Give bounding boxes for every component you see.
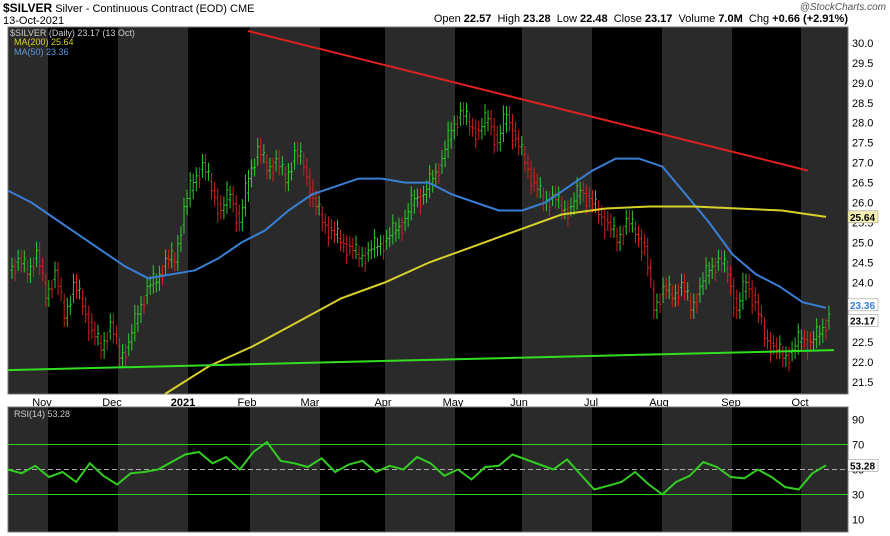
y-tick-label: 26.5 <box>852 178 873 190</box>
y-tick-label: 26.0 <box>852 198 873 210</box>
panel-border <box>7 26 849 395</box>
volume-label: Volume <box>678 13 716 25</box>
x-tick-label: Feb <box>238 397 257 409</box>
high-value: 23.28 <box>523 13 551 25</box>
y-tick-label: 25.0 <box>852 237 873 249</box>
y-tick-label: 27.0 <box>852 158 873 170</box>
support-trendline <box>7 349 835 372</box>
description: Silver - Continuous Contract (EOD) <box>55 3 227 15</box>
x-tick-label: Jun <box>510 397 528 409</box>
rsi-y-tick-label: 70 <box>852 440 864 452</box>
chart-header: $SILVER Silver - Continuous Contract (EO… <box>3 1 255 28</box>
rsi-legend: RSI(14) 53.28 <box>14 409 70 419</box>
y-tick-label: 28.0 <box>852 118 873 130</box>
x-tick-label: Dec <box>102 397 122 409</box>
date: 13-Oct-2021 <box>3 15 65 27</box>
month-band <box>118 27 188 394</box>
ma50-badge-box <box>847 298 879 312</box>
y-tick-label: 21.5 <box>852 377 873 389</box>
exchange: CME <box>230 3 255 15</box>
month-band <box>662 27 732 394</box>
close-label: Close <box>613 13 642 25</box>
low-value: 22.48 <box>580 13 608 25</box>
high-label: High <box>497 13 521 25</box>
low-label: Low <box>556 13 577 25</box>
ma50-legend: MA(50) 23.36 <box>14 47 69 57</box>
open-label: Open <box>433 13 461 25</box>
price-bars <box>10 101 831 372</box>
x-tick-label: Apr <box>374 397 391 409</box>
close-badge: 23.17 <box>850 316 875 327</box>
ma200-legend: MA(200) 25.64 <box>14 37 74 47</box>
ma50-badge: 23.36 <box>850 301 875 312</box>
volume-value: 7.0M <box>718 13 743 25</box>
ma50-line <box>7 157 827 309</box>
quote-summary: Open 22.57 High 23.28 Low 22.48 Close 23… <box>434 13 848 25</box>
open-value: 22.57 <box>463 13 492 25</box>
y-tick-label: 22.0 <box>852 357 873 369</box>
price-legend: $SILVER (Daily) 23.17 (13 Oct) <box>10 28 135 38</box>
y-tick-label: 27.5 <box>852 138 873 150</box>
chg-value: +0.66 (+2.91%) <box>772 13 848 25</box>
y-tick-label: 29.5 <box>852 58 873 70</box>
rsi-line <box>7 440 827 496</box>
rsi-badge: 53.28 <box>850 461 875 472</box>
x-tick-label: Oct <box>791 397 808 409</box>
rsi-panel: 103050709053.28 <box>7 406 879 533</box>
close-badge-box <box>847 314 879 327</box>
price-panel: 21.522.022.523.023.524.024.525.025.526.0… <box>7 26 879 409</box>
watermark: @StockCharts.com <box>799 2 886 13</box>
rsi-y-tick-label: 30 <box>852 490 864 502</box>
symbol: $SILVER <box>3 1 53 15</box>
rsi-badge-box <box>847 459 879 472</box>
y-tick-label: 24.0 <box>852 277 873 289</box>
rsi-y-tick-label: 90 <box>852 415 864 427</box>
close-value: 23.17 <box>644 13 673 25</box>
x-tick-label: 2021 <box>171 397 195 409</box>
x-tick-label: May <box>443 397 464 409</box>
y-tick-label: 22.5 <box>852 337 873 349</box>
month-band <box>522 27 592 394</box>
x-tick-label: Nov <box>32 397 52 409</box>
x-tick-label: Aug <box>649 397 669 409</box>
month-band <box>801 27 848 394</box>
resistance-trendline <box>247 30 809 172</box>
ma200-badge: 25.64 <box>850 213 875 224</box>
y-tick-label: 30.0 <box>852 38 873 50</box>
y-tick-label: 28.5 <box>852 98 873 110</box>
ma200-badge-box <box>847 210 879 224</box>
y-tick-label: 29.0 <box>852 78 873 90</box>
x-tick-label: Sep <box>721 397 741 409</box>
month-band <box>250 27 320 394</box>
x-tick-label: Jul <box>584 397 598 409</box>
rsi-y-tick-label: 10 <box>852 515 864 527</box>
y-tick-label: 24.5 <box>852 257 873 269</box>
ma200-line <box>164 205 827 395</box>
chg-label: Chg <box>748 13 770 25</box>
x-tick-label: Mar <box>301 397 320 409</box>
